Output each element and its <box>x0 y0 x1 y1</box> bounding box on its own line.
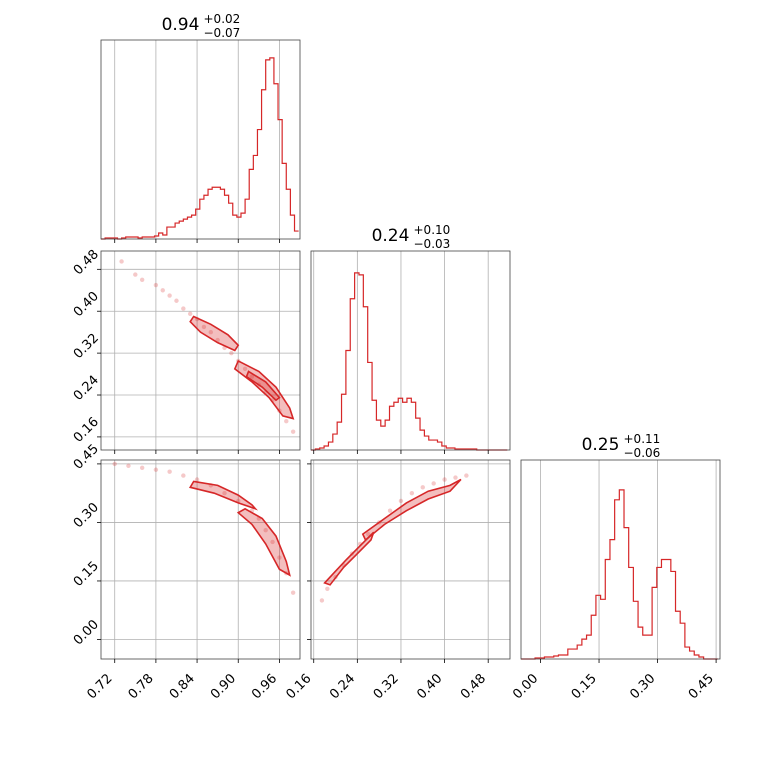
density-contour <box>361 478 462 542</box>
x-tick-label: 0.90 <box>208 671 239 702</box>
sample-point <box>188 311 193 317</box>
joint-p1-p2-frame <box>100 250 301 451</box>
sample-point <box>194 477 200 482</box>
hist-param3-line <box>521 489 718 660</box>
x-tick-label: 0.32 <box>371 671 402 702</box>
sample-point <box>453 475 458 480</box>
density-contour <box>236 507 291 577</box>
x-tick-label: 0.84 <box>167 671 198 702</box>
sample-point <box>167 293 172 298</box>
hist-param2-title: 0.24 <box>372 226 410 246</box>
x-tick-label: 0.72 <box>84 671 115 702</box>
sample-point <box>139 277 145 283</box>
sample-point <box>112 461 117 467</box>
sample-point <box>160 288 165 293</box>
joint-p1-p3-frame <box>100 459 301 660</box>
hist-param2-line <box>311 272 508 451</box>
joint-p2-p3-frame <box>310 459 511 660</box>
sample-point <box>153 282 159 288</box>
sample-point <box>229 350 234 356</box>
sample-point <box>249 374 255 379</box>
sample-point <box>290 590 296 595</box>
sample-point <box>208 329 213 335</box>
hist-param2-frame <box>310 250 511 451</box>
density-contour <box>245 370 281 402</box>
title-plus: +0.11 <box>624 432 661 446</box>
x-tick-label: 0.96 <box>249 671 280 702</box>
sample-point <box>277 555 282 560</box>
title-minus: −0.07 <box>204 26 241 40</box>
x-tick-label: 0.48 <box>458 671 489 702</box>
sample-point <box>398 498 404 504</box>
y-tick-label: 0.00 <box>71 617 102 648</box>
sample-point <box>153 467 159 472</box>
y-tick-label: 0.40 <box>71 289 102 320</box>
sample-point <box>270 539 275 545</box>
hist-param1-frame <box>100 39 301 240</box>
y-tick-label: 0.45 <box>71 442 102 473</box>
density-contour <box>189 315 240 352</box>
y-tick-label: 0.16 <box>71 415 102 446</box>
y-tick-label: 0.48 <box>71 247 102 278</box>
y-tick-label: 0.15 <box>71 559 102 590</box>
sample-point <box>181 473 186 478</box>
sample-point <box>366 531 371 537</box>
title-plus: +0.02 <box>204 12 241 26</box>
density-contour <box>323 531 375 586</box>
sample-point <box>139 465 145 471</box>
x-tick-label: 0.24 <box>327 671 358 702</box>
sample-point <box>284 418 289 424</box>
sample-point <box>201 324 207 330</box>
sample-point <box>409 490 415 496</box>
y-tick-label: 0.32 <box>71 331 102 362</box>
sample-point <box>290 429 296 434</box>
sample-point <box>222 490 227 496</box>
sample-point <box>181 306 186 311</box>
x-tick-label: 0.40 <box>414 671 445 702</box>
sample-point <box>133 272 138 277</box>
sample-point <box>420 485 425 490</box>
sample-point <box>387 508 393 513</box>
sample-point <box>431 481 436 486</box>
sample-point <box>263 528 268 533</box>
x-tick-label: 0.15 <box>569 671 600 702</box>
sample-point <box>126 463 131 469</box>
x-tick-label: 0.00 <box>510 671 541 702</box>
x-tick-label: 0.45 <box>686 671 717 702</box>
sample-point <box>242 366 248 372</box>
hist-param3-title: 0.25 <box>582 435 620 455</box>
x-tick-label: 0.16 <box>283 671 314 702</box>
density-contour <box>188 480 258 511</box>
hist-param1-title: 0.94 <box>162 15 200 35</box>
y-tick-label: 0.24 <box>71 373 102 404</box>
title-plus: +0.10 <box>414 223 451 237</box>
sample-point <box>119 259 124 264</box>
y-tick-label: 0.30 <box>71 500 102 531</box>
sample-point <box>174 298 179 303</box>
hist-param3-frame <box>520 459 721 660</box>
sample-point <box>442 477 447 482</box>
sample-point <box>319 598 325 603</box>
x-tick-label: 0.78 <box>126 671 157 702</box>
title-minus: −0.06 <box>624 446 661 460</box>
sample-point <box>464 473 469 478</box>
sample-point <box>325 586 330 591</box>
x-tick-label: 0.30 <box>627 671 658 702</box>
hist-param1-line <box>101 57 299 240</box>
sample-point <box>167 469 172 474</box>
title-minus: −0.03 <box>414 237 451 251</box>
